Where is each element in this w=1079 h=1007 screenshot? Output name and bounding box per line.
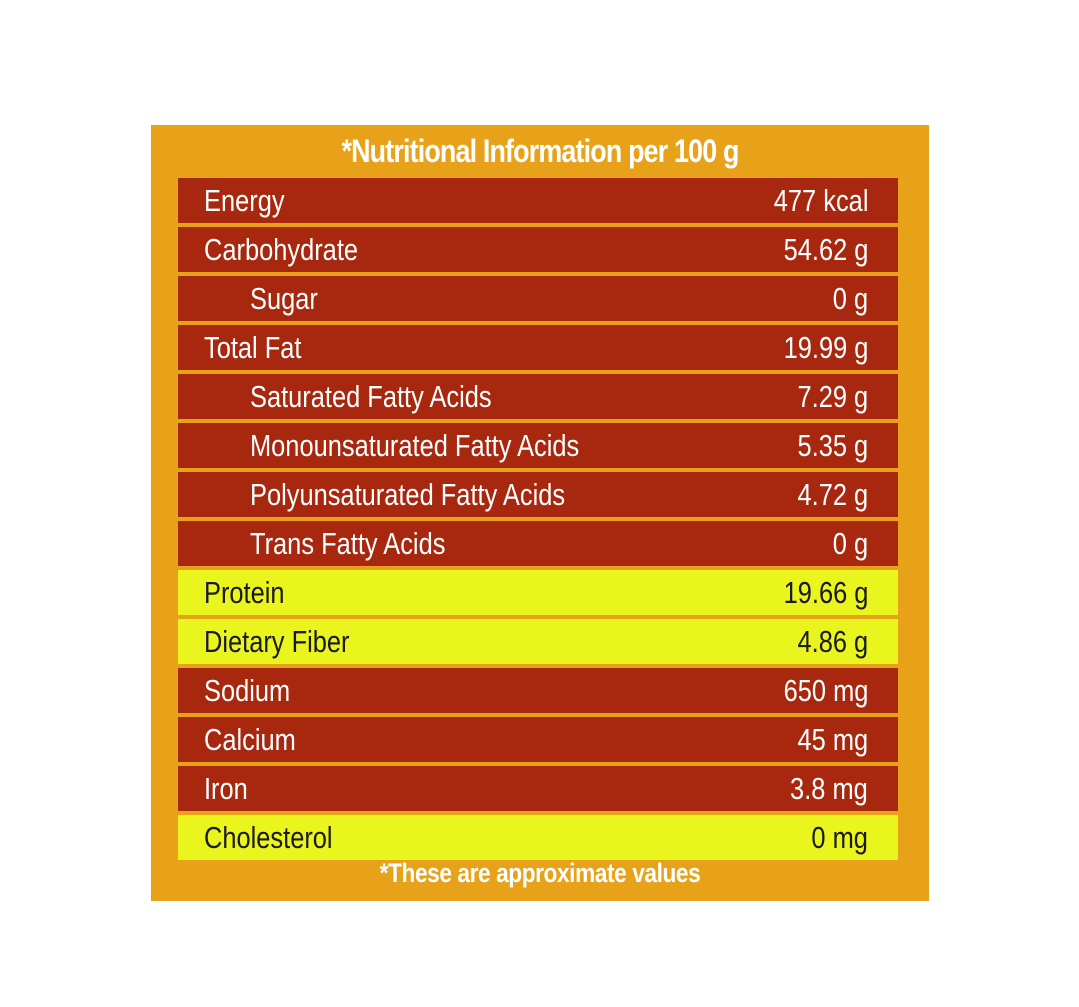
nutrient-value: 19.66 g (783, 575, 868, 610)
nutrient-label: Sodium (204, 673, 291, 708)
nutrition-row-iron: Iron 3.8 mg (178, 766, 898, 811)
nutrition-row-trans-fatty-acids: Trans Fatty Acids 0 g (178, 521, 898, 566)
nutrition-row-protein: Protein 19.66 g (178, 570, 898, 615)
nutrient-value: 19.99 g (783, 330, 868, 365)
nutrient-label: Carbohydrate (204, 232, 359, 267)
nutrient-label: Iron (204, 771, 248, 806)
nutrition-row-cholesterol: Cholesterol 0 mg (178, 815, 898, 860)
nutrition-row-total-fat: Total Fat 19.99 g (178, 325, 898, 370)
nutrient-label: Trans Fatty Acids (250, 526, 446, 561)
nutrient-label: Total Fat (204, 330, 302, 365)
nutrient-value: 477 kcal (773, 183, 868, 218)
nutrient-label: Saturated Fatty Acids (250, 379, 492, 414)
nutrition-row-saturated-fatty-acids: Saturated Fatty Acids 7.29 g (178, 374, 898, 419)
nutrition-title: *Nutritional Information per 100 g (341, 133, 739, 169)
nutrient-value: 4.86 g (797, 624, 868, 659)
nutrient-label: Cholesterol (204, 820, 333, 855)
nutrition-row-sugar: Sugar 0 g (178, 276, 898, 321)
nutrient-label: Protein (204, 575, 285, 610)
nutrient-value: 7.29 g (797, 379, 868, 414)
footnote: *These are approximate values (379, 858, 701, 888)
nutrition-row-carbohydrate: Carbohydrate 54.62 g (178, 227, 898, 272)
nutrient-value: 45 mg (797, 722, 868, 757)
nutrient-label: Energy (204, 183, 285, 218)
nutrient-value: 4.72 g (797, 477, 868, 512)
nutrient-value: 3.8 mg (790, 771, 868, 806)
nutrition-row-sodium: Sodium 650 mg (178, 668, 898, 713)
nutrient-label: Calcium (204, 722, 296, 757)
nutrient-value: 5.35 g (797, 428, 868, 463)
nutrition-row-energy: Energy 477 kcal (178, 178, 898, 223)
nutrient-value: 0 mg (811, 820, 868, 855)
nutrition-table: Energy 477 kcal Carbohydrate 54.62 g Sug… (178, 178, 898, 864)
nutrient-label: Monounsaturated Fatty Acids (250, 428, 580, 463)
nutrient-value: 54.62 g (783, 232, 868, 267)
nutrient-label: Dietary Fiber (204, 624, 350, 659)
nutrition-label-panel: *Nutritional Information per 100 g Energ… (151, 125, 929, 901)
nutrient-value: 0 g (832, 526, 868, 561)
nutrient-value: 0 g (832, 281, 868, 316)
nutrition-row-monounsaturated-fatty-acids: Monounsaturated Fatty Acids 5.35 g (178, 423, 898, 468)
nutrition-row-polyunsaturated-fatty-acids: Polyunsaturated Fatty Acids 4.72 g (178, 472, 898, 517)
nutrient-label: Polyunsaturated Fatty Acids (250, 477, 566, 512)
nutrition-row-dietary-fiber: Dietary Fiber 4.86 g (178, 619, 898, 664)
nutrition-row-calcium: Calcium 45 mg (178, 717, 898, 762)
nutrient-label: Sugar (250, 281, 318, 316)
nutrient-value: 650 mg (783, 673, 868, 708)
